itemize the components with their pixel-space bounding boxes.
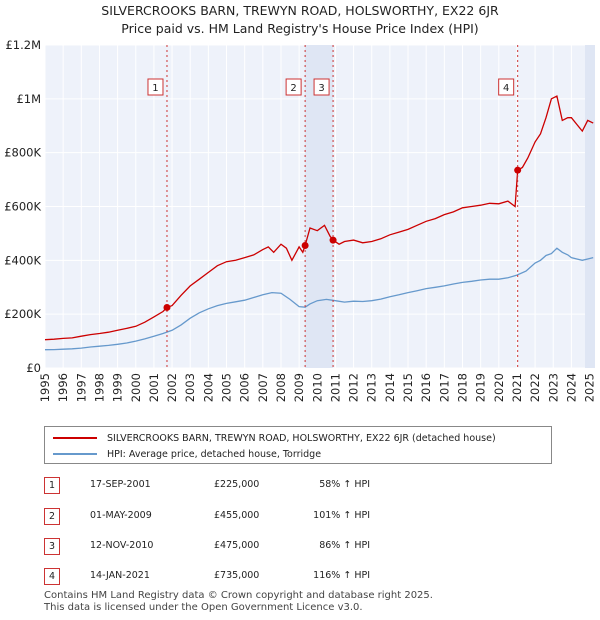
- x-tick-label: 2004: [201, 373, 215, 402]
- chart-title: SILVERCROOKS BARN, TREWYN ROAD, HOLSWORT…: [101, 3, 499, 18]
- highlight-band: [585, 45, 595, 368]
- legend-item-hpi: HPI: Average price, detached house, Torr…: [53, 447, 321, 461]
- sale-marker-box: [313, 78, 330, 96]
- sale-price: £475,000: [214, 540, 260, 551]
- x-tick-label: 2023: [546, 373, 560, 402]
- legend-swatch-hpi: [53, 453, 97, 455]
- x-tick-label: 2025: [583, 373, 597, 402]
- sale-marker-box: [498, 78, 515, 96]
- sale-number: 3: [44, 538, 60, 555]
- sale-number: 1: [44, 477, 60, 494]
- sale-row: 3 12-NOV-2010 £475,000 86% ↑ HPI: [44, 538, 384, 556]
- sale-highlights: [305, 45, 595, 368]
- y-tick-label: £600K: [4, 200, 41, 214]
- x-tick-label: 2002: [165, 373, 179, 402]
- x-axis-ticks: 1995 1996 1997 1998 1999 2000 2001 2002 2003 2004…: [38, 373, 597, 402]
- legend-item-property: SILVERCROOKS BARN, TREWYN ROAD, HOLSWORT…: [53, 431, 496, 445]
- x-tick-label: 2007: [256, 373, 270, 402]
- legend-label-property: SILVERCROOKS BARN, TREWYN ROAD, HOLSWORT…: [107, 432, 496, 444]
- sale-hpi: 116% ↑ HPI: [313, 570, 370, 581]
- sale-number: 4: [44, 568, 60, 585]
- x-tick-label: 2022: [528, 373, 542, 402]
- footer: Contains HM Land Registry data © Crown c…: [44, 590, 433, 613]
- sale-date: 14-JAN-2021: [90, 570, 150, 581]
- y-axis-ticks: £0 £200K £400K £600K £800K £1M £1.2M: [4, 38, 41, 375]
- sale-hpi: 86% ↑ HPI: [319, 540, 370, 551]
- sale-row: 2 01-MAY-2009 £455,000 101% ↑ HPI: [44, 508, 384, 526]
- y-tick-label: £200K: [4, 307, 41, 321]
- x-tick-label: 1996: [56, 373, 70, 402]
- x-tick-label: 2013: [365, 373, 379, 402]
- x-tick-label: 1995: [38, 373, 52, 402]
- chart-subtitle: Price paid vs. HM Land Registry's House …: [121, 21, 478, 36]
- x-tick-label: 2010: [310, 373, 324, 402]
- x-tick-label: 2011: [328, 373, 342, 402]
- x-tick-label: 2021: [510, 373, 524, 402]
- x-tick-label: 2009: [292, 373, 306, 402]
- sale-row: 1 17-SEP-2001 £225,000 58% ↑ HPI: [44, 477, 384, 495]
- sale-marker-number: 4: [503, 83, 509, 94]
- x-tick-label: 1999: [111, 373, 125, 402]
- x-tick-label: 2015: [401, 373, 415, 402]
- x-tick-label: 2018: [455, 373, 469, 402]
- highlight-band: [305, 45, 334, 368]
- sale-price: £735,000: [214, 570, 260, 581]
- sale-point: [329, 236, 337, 244]
- y-tick-label: £1M: [16, 92, 41, 106]
- sale-date: 01-MAY-2009: [90, 510, 152, 521]
- x-tick-label: 2001: [147, 373, 161, 402]
- legend: SILVERCROOKS BARN, TREWYN ROAD, HOLSWORT…: [44, 426, 552, 464]
- legend-label-hpi: HPI: Average price, detached house, Torr…: [107, 448, 322, 460]
- hpi-line: [44, 247, 594, 351]
- x-tick-label: 2024: [564, 373, 578, 402]
- y-tick-label: £400K: [4, 253, 41, 267]
- footer-copyright: Contains HM Land Registry data © Crown c…: [44, 590, 433, 601]
- sale-row: 4 14-JAN-2021 £735,000 116% ↑ HPI: [44, 568, 384, 586]
- sale-point: [301, 242, 309, 250]
- sale-hpi: 101% ↑ HPI: [313, 510, 370, 521]
- sale-markers: 1 2 3 4: [147, 45, 522, 368]
- x-tick-label: 2012: [347, 373, 361, 402]
- x-tick-label: 1997: [74, 373, 88, 402]
- sale-date: 17-SEP-2001: [90, 479, 151, 490]
- x-tick-label: 2020: [492, 373, 506, 402]
- series-lines: [44, 95, 594, 351]
- y-tick-label: £800K: [4, 146, 41, 160]
- sale-marker-number: 2: [290, 83, 296, 94]
- x-tick-label: 2016: [419, 373, 433, 402]
- sale-marker-number: 3: [318, 83, 324, 94]
- x-tick-label: 2003: [183, 373, 197, 402]
- sale-price: £455,000: [214, 510, 260, 521]
- sale-hpi: 58% ↑ HPI: [319, 479, 370, 490]
- x-tick-label: 2006: [238, 373, 252, 402]
- y-tick-label: £1.2M: [5, 38, 41, 52]
- x-tick-label: 2017: [437, 373, 451, 402]
- price-chart: SILVERCROOKS BARN, TREWYN ROAD, HOLSWORT…: [4, 3, 597, 402]
- x-tick-label: 1998: [92, 373, 106, 402]
- footer-licence: This data is licensed under the Open Gov…: [44, 601, 363, 613]
- legend-swatch-property: [53, 437, 97, 439]
- property-price-line: [44, 95, 594, 341]
- x-tick-label: 2014: [383, 373, 397, 402]
- sale-price: £225,000: [214, 479, 260, 490]
- x-tick-label: 2005: [220, 373, 234, 402]
- x-tick-label: 2019: [474, 373, 488, 402]
- sale-number: 2: [44, 508, 60, 525]
- sale-point: [514, 166, 522, 174]
- x-tick-label: 2000: [129, 373, 143, 402]
- sale-marker-box: [147, 78, 164, 96]
- sale-point: [163, 303, 171, 311]
- x-tick-label: 2008: [274, 373, 288, 402]
- y-tick-label: £0: [26, 361, 41, 375]
- sale-marker-number: 1: [152, 83, 158, 94]
- grid: [44, 44, 595, 369]
- sale-marker-box: [285, 78, 302, 96]
- sale-date: 12-NOV-2010: [90, 540, 154, 551]
